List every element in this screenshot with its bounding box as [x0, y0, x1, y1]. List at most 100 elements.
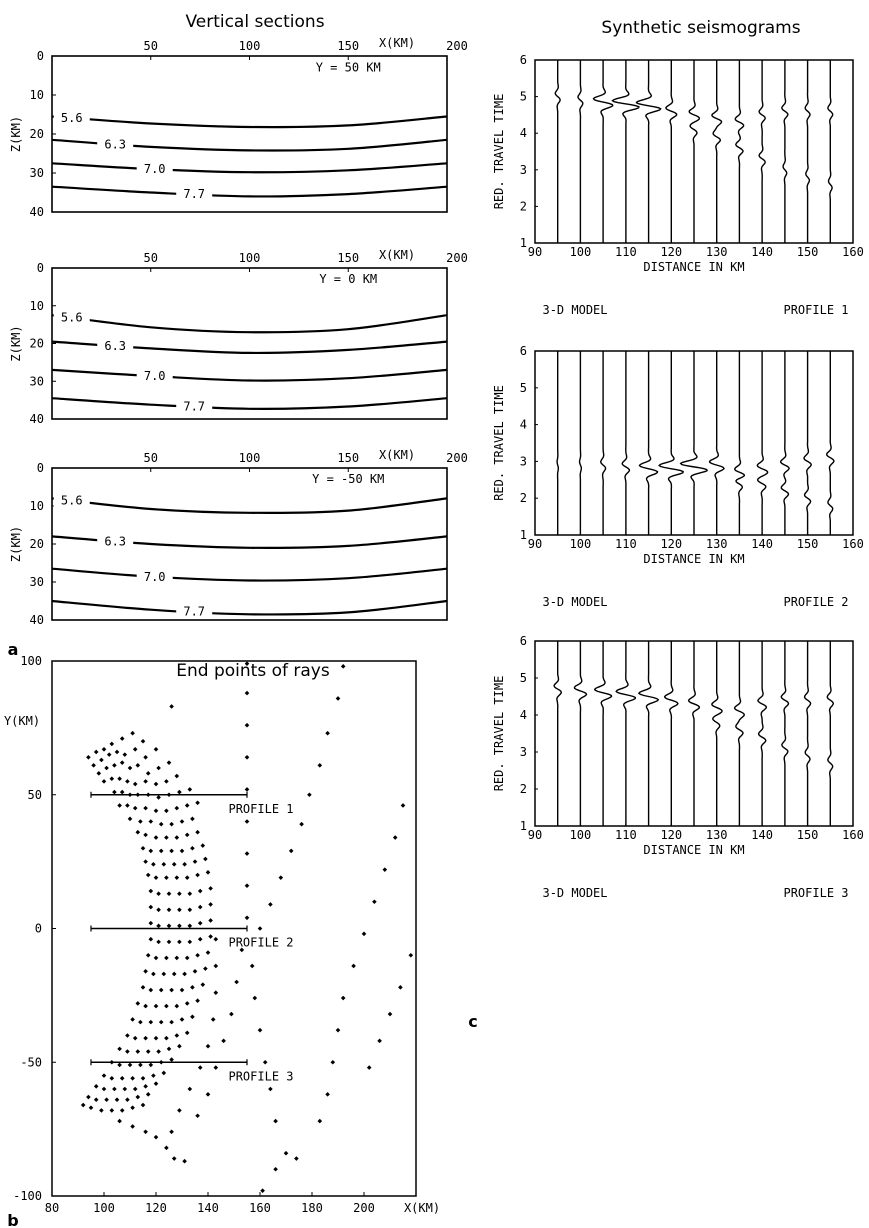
x-tick-label: 110 [615, 537, 637, 551]
x-tick-label: 160 [842, 828, 864, 842]
y-tick-label: 0 [37, 49, 44, 63]
contour-label-bg [97, 534, 134, 549]
seismogram-trace [687, 641, 700, 826]
y-tick-label: 5 [520, 381, 527, 395]
ray-endpoint-marker [221, 1038, 226, 1044]
ray-endpoint-marker [182, 971, 187, 977]
y-tick-label: 40 [30, 205, 44, 219]
ray-endpoint-marker [195, 998, 200, 1004]
velocity-contour-line [51, 497, 448, 515]
model-label: 3-D MODEL [542, 886, 607, 900]
ray-endpoint-marker [143, 1129, 148, 1135]
ray-endpoint-marker [80, 1102, 86, 1108]
x-tick-label: 90 [528, 537, 542, 551]
ray-endpoint-marker [138, 1062, 143, 1068]
ray-endpoint-marker [187, 787, 193, 792]
ray-endpoint-marker [99, 757, 104, 763]
ray-endpoint-marker [143, 1003, 148, 1009]
x-tick-label: 110 [615, 245, 637, 259]
x-axis-label: X(KM) [379, 448, 415, 462]
y-axis-label: RED. TRAVEL TIME [492, 385, 506, 501]
ray-endpoint-marker [130, 1076, 135, 1081]
ray-endpoint-marker [192, 969, 198, 974]
ray-endpoints-plot: 80 100 120 140 160 180 200 X(KM) 100 50 0 -50 -100 Y(… [4, 654, 440, 1215]
y-tick-label: 4 [520, 708, 527, 722]
ray-endpoint-marker [161, 862, 167, 867]
panel-label-b: b [7, 1211, 18, 1228]
contour-label-bg [136, 162, 173, 177]
profile-name-label: PROFILE 3 [783, 886, 848, 900]
ray-endpoint-marker [382, 867, 388, 872]
ray-endpoint-marker [88, 1105, 94, 1111]
contour-label: 6.3 [104, 339, 126, 353]
seismogram-trace [779, 351, 790, 535]
contour-label: 7.0 [144, 162, 166, 176]
seismogram-trace [621, 351, 631, 535]
y-tick-label: 10 [30, 88, 44, 102]
ray-endpoint-marker [122, 1086, 128, 1092]
seismogram-trace [600, 351, 607, 535]
ray-endpoint-marker [195, 800, 200, 806]
x-tick-label: 150 [797, 828, 819, 842]
ray-endpoint-marker [205, 1043, 211, 1049]
ray-endpoint-marker [190, 1014, 195, 1020]
ray-endpoint-marker [166, 923, 172, 929]
y-axis-label: Y(KM) [4, 714, 40, 728]
contour-label: 7.7 [183, 399, 205, 413]
x-tick-label: 50 [144, 251, 158, 265]
seismogram-trace [780, 641, 790, 826]
ray-endpoint-marker [171, 1156, 177, 1161]
y-tick-label: 2 [520, 199, 527, 213]
x-tick-label: 130 [706, 245, 728, 259]
ray-endpoint-marker [96, 771, 102, 776]
ray-endpoint-marker [169, 848, 174, 854]
x-tick-label: 160 [249, 1201, 271, 1215]
ray-endpoint-marker [166, 1046, 172, 1052]
y-axis-label: Z(KM) [9, 325, 23, 361]
ray-endpoint-marker [174, 835, 180, 840]
ray-endpoint-marker [86, 755, 91, 760]
ray-endpoint-marker [192, 859, 198, 864]
ray-endpoint-marker [184, 803, 190, 808]
x-tick-label: 140 [751, 537, 773, 551]
ray-endpoint-marker [122, 752, 128, 757]
ray-endpoint-marker [244, 819, 250, 824]
seismogram-trace [688, 60, 701, 243]
x-axis-label: DISTANCE IN KM [643, 552, 744, 566]
x-tick-label: 150 [337, 451, 359, 465]
x-tick-label: 110 [615, 828, 637, 842]
seismogram-panel-3: 90 100 110 120 130 140 150 160 DISTANCE IN KM 1 2 3… [492, 634, 864, 900]
y-tick-label: 20 [30, 127, 44, 141]
ray-endpoint-marker [184, 1001, 190, 1006]
ray-endpoint-marker [244, 787, 250, 792]
ray-endpoint-marker [156, 907, 161, 913]
ray-endpoint-marker [179, 848, 185, 854]
seismogram-trace [577, 60, 584, 243]
y-tick-label: 6 [520, 53, 527, 67]
ray-endpoint-marker [164, 1145, 169, 1151]
end-points-title: End points of rays [176, 661, 330, 681]
ray-endpoint-marker [208, 934, 213, 939]
ray-endpoint-marker [119, 736, 125, 741]
contour-label: 5.6 [61, 311, 83, 325]
ray-endpoint-marker [125, 803, 130, 808]
contour-label: 7.7 [183, 605, 205, 619]
ray-endpoint-marker [190, 845, 195, 851]
ray-endpoint-marker [195, 1113, 200, 1119]
x-tick-label: 130 [706, 537, 728, 551]
ray-endpoint-marker [125, 1097, 130, 1102]
ray-endpoint-marker [132, 781, 138, 787]
ray-endpoint-marker [156, 923, 161, 929]
vertical-section-1: 50 100 150 200 X(KM) 0 10 20 30 40 Z(KM) Y = 50 KM 5… [9, 36, 468, 219]
ray-endpoint-marker [106, 752, 112, 757]
ray-endpoint-marker [200, 982, 206, 987]
ray-endpoint-marker [366, 1065, 372, 1070]
ray-endpoint-marker [244, 851, 250, 856]
velocity-contour-line [51, 397, 448, 410]
ray-endpoint-marker [210, 1017, 216, 1022]
y-tick-label: 40 [30, 412, 44, 426]
ray-endpoint-marker [164, 779, 169, 784]
ray-endpoint-marker [177, 891, 182, 897]
y-tick-label: 1 [520, 236, 527, 250]
